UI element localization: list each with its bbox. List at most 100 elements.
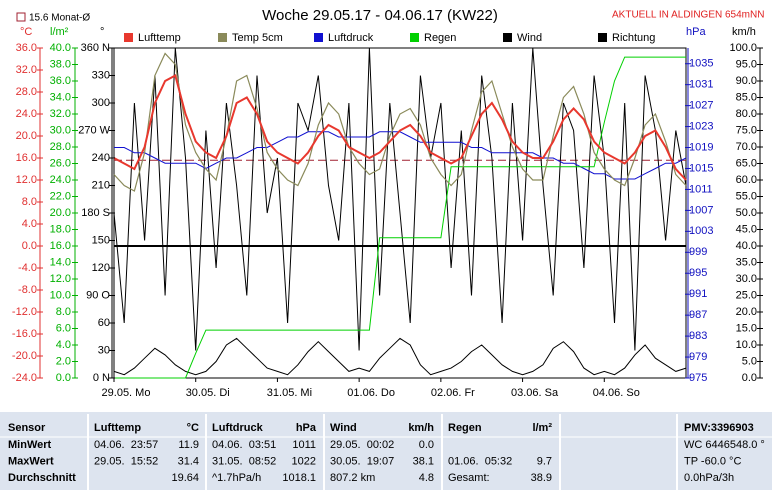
- y-tick-label: 30: [98, 344, 110, 356]
- y-tick-label: 150: [92, 234, 110, 246]
- y-tick-label: 75.0: [736, 124, 757, 136]
- y-tick-label: 40.0: [50, 42, 71, 54]
- y-tick-label: 85.0: [736, 91, 757, 103]
- y-tick-label: 36.0: [50, 75, 71, 87]
- table-cell: 31.05. 08:52: [212, 455, 276, 467]
- x-tick-label: 04.06. So: [593, 387, 640, 399]
- legend-swatch: [598, 33, 607, 42]
- table-cell: ^1.7hPa/h: [212, 472, 261, 484]
- plot: [113, 47, 687, 379]
- legend-label: Temp 5cm: [232, 32, 283, 44]
- y-tick-label: 16.0: [16, 152, 37, 164]
- legend-label: Richtung: [612, 32, 655, 44]
- y-tick-label: 24.0: [50, 174, 71, 186]
- y-tick-label: 1035: [689, 58, 713, 70]
- y-tick-label: 1003: [689, 225, 713, 237]
- y-tick-label: 240: [92, 152, 110, 164]
- y-tick-label: 991: [689, 288, 707, 300]
- table-header: PMV:3396903: [684, 422, 754, 434]
- y-tick-label: -16.0: [12, 328, 37, 340]
- series-line: [113, 74, 687, 181]
- y-tick-label: -12.0: [12, 306, 37, 318]
- avg-legend-box: [16, 12, 26, 22]
- y-tick-label: 300: [92, 97, 110, 109]
- y-tick-label: 24.0: [16, 108, 37, 120]
- stats-table: Sensor Lufttemp °C Luftdruck hPa Wind km/h Rege…: [0, 414, 772, 490]
- y-tick-label: 0 N: [93, 372, 110, 384]
- y-tick-label: 90 O: [86, 289, 110, 301]
- table-cell: 04.06. 03:51: [212, 439, 276, 451]
- series-line: [113, 337, 687, 376]
- y-tick-label: 360 N: [81, 42, 110, 54]
- y-tick-label: 28.0: [16, 86, 37, 98]
- table-cell: Durchschnitt: [8, 472, 76, 484]
- y-tick-label: 55.0: [736, 190, 757, 202]
- y-tick-label: 30.0: [736, 273, 757, 285]
- y-tick-label: 1023: [689, 120, 713, 132]
- y-tick-label: 20.0: [50, 207, 71, 219]
- y-tick-label: 983: [689, 330, 707, 342]
- y-tick-label: 18.0: [50, 223, 71, 235]
- y-tick-label: 90.0: [736, 75, 757, 87]
- y-tick-label: 975: [689, 372, 707, 384]
- y-tick-label: 22.0: [50, 190, 71, 202]
- x-tick-label: 30.05. Di: [186, 387, 230, 399]
- y-tick-label: 32.0: [16, 64, 37, 76]
- y-tick-label: 4.0: [22, 218, 37, 230]
- y-tick-label: 270 W: [78, 124, 110, 136]
- y-tick-label: 0.0: [56, 372, 71, 384]
- y-tick-label: -4.0: [18, 262, 37, 274]
- avg-label: 15.6 Monat-Ø: [29, 13, 90, 24]
- table-cell: 0.0: [419, 439, 434, 451]
- y-tick-label: 987: [689, 309, 707, 321]
- table-header: Regen: [448, 422, 482, 434]
- y-tick-label: 60: [98, 317, 110, 329]
- y-tick-label: 4.0: [56, 339, 71, 351]
- y-tick-label: 120: [92, 262, 110, 274]
- legend-label: Luftdruck: [328, 32, 374, 44]
- table-header: °C: [187, 422, 199, 434]
- legend-label: Regen: [424, 32, 456, 44]
- table-header: Wind: [330, 422, 357, 434]
- y-tick-label: 8.0: [56, 306, 71, 318]
- y-tick-label: -24.0: [12, 372, 37, 384]
- y-tick-label: 180 S: [81, 207, 110, 219]
- axis-unit: °C: [20, 26, 32, 38]
- y-tick-label: 100.0: [729, 42, 757, 54]
- y-tick-label: 20.0: [16, 130, 37, 142]
- table-cell: 1022: [292, 455, 316, 467]
- legend-swatch: [314, 33, 323, 42]
- y-tick-label: 14.0: [50, 256, 71, 268]
- table-background: [0, 412, 772, 490]
- y-tick-label: 60.0: [736, 174, 757, 186]
- y-tick-label: 5.0: [742, 355, 757, 367]
- x-tick-label: 03.06. Sa: [511, 387, 559, 399]
- y-tick-label: 6.0: [56, 322, 71, 334]
- y-tick-label: 330: [92, 69, 110, 81]
- chart-title: Woche 29.05.17 - 04.06.17 (KW22): [262, 7, 498, 24]
- x-tick-label: 02.06. Fr: [431, 387, 475, 399]
- x-tick-label: 29.05. Mo: [102, 387, 151, 399]
- y-tick-label: 1031: [689, 79, 713, 91]
- legend-swatch: [410, 33, 419, 42]
- y-tick-label: 40.0: [736, 240, 757, 252]
- axis-unit: l/m²: [50, 26, 69, 38]
- y-tick-label: 16.0: [50, 240, 71, 252]
- y-tick-label: 210: [92, 179, 110, 191]
- table-cell: 4.8: [419, 472, 434, 484]
- table-cell: 807.2 km: [330, 472, 375, 484]
- table-cell: 38.1: [413, 455, 434, 467]
- table-header: Luftdruck: [212, 422, 264, 434]
- y-tick-label: 26.0: [50, 157, 71, 169]
- table-cell: 1011: [292, 439, 316, 451]
- table-cell: 30.05. 19:07: [330, 455, 394, 467]
- table-cell: 19.64: [171, 472, 199, 484]
- table-cell: 0.0hPa/3h: [684, 472, 734, 484]
- table-cell: WC 6446548.0 °: [684, 439, 765, 451]
- table-header: Lufttemp: [94, 422, 141, 434]
- table-cell: MaxWert: [8, 455, 54, 467]
- y-tick-label: 95.0: [736, 58, 757, 70]
- y-tick-label: -20.0: [12, 350, 37, 362]
- axis-unit: hPa: [686, 26, 706, 38]
- legend-label: Wind: [517, 32, 542, 44]
